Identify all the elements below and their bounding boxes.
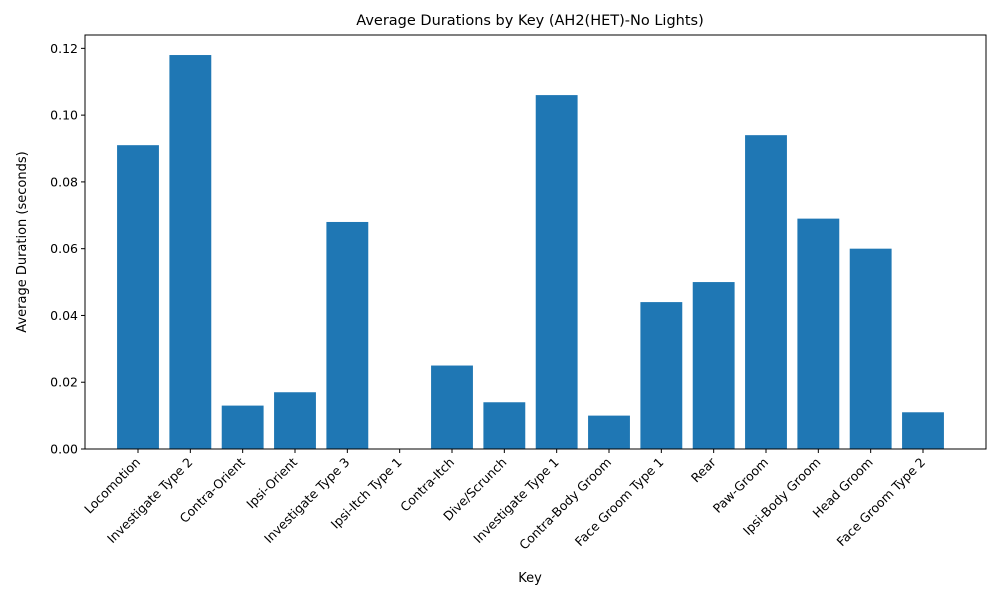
y-tick-label: 0.00	[50, 442, 78, 457]
bar-investigate-type-1	[535, 95, 578, 449]
bar-face-groom-type-2	[902, 412, 944, 449]
x-tick-label: Rear	[688, 454, 719, 485]
x-axis-label: Key	[518, 571, 542, 586]
plot-frame	[84, 34, 987, 450]
y-tick-label: 0.06	[50, 241, 78, 256]
y-tick-label: 0.12	[50, 41, 78, 56]
bar-face-groom-type-1	[640, 302, 683, 449]
y-tick-label: 0.10	[50, 108, 78, 123]
bar-paw-groom	[745, 135, 787, 449]
bar-locomotion	[117, 145, 159, 449]
y-tick-label: 0.04	[50, 308, 78, 323]
bar-contra-orient	[221, 405, 264, 449]
bar-rear	[692, 282, 735, 449]
bars-group	[117, 55, 944, 449]
bar-contra-body-groom	[588, 415, 630, 449]
bar-investigate-type-3	[326, 221, 369, 449]
x-tick-label: Ipsi-Orient	[243, 454, 300, 511]
bar-dive-scrunch	[483, 402, 526, 449]
y-tick-label: 0.08	[50, 174, 78, 189]
x-tick-label: Contra-Body Groom	[516, 455, 614, 553]
chart-title: Average Durations by Key (AH2(HET)-No Li…	[356, 13, 703, 29]
bar-ipsi-body-groom	[797, 218, 840, 449]
bar-head-groom	[849, 248, 892, 449]
bar-ipsi-orient	[274, 392, 316, 449]
y-tick-label: 0.02	[50, 375, 78, 390]
bar-contra-itch	[431, 365, 473, 449]
x-tick-label: Face Groom Type 2	[833, 455, 928, 550]
y-axis-label: Average Duration (seconds)	[15, 151, 30, 332]
bar-investigate-type-2	[169, 55, 212, 449]
x-tick-label: Face Groom Type 1	[572, 455, 667, 550]
y-axis-ticks: 0.00 0.02 0.04 0.06 0.08 0.10 0.12	[50, 41, 85, 457]
